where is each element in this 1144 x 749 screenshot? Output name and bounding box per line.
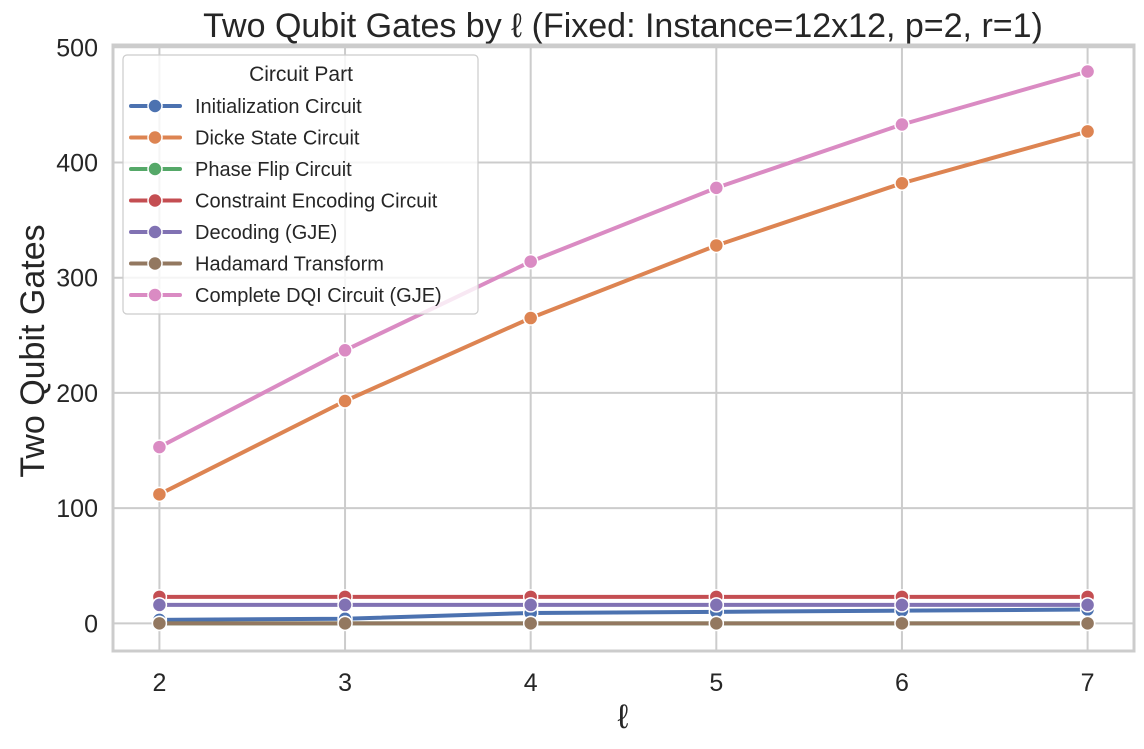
series-7 bbox=[151, 63, 1096, 455]
x-tick-label: 6 bbox=[895, 669, 909, 697]
series-layer bbox=[151, 63, 1096, 632]
legend-marker bbox=[147, 192, 163, 209]
y-tick-label: 0 bbox=[84, 610, 98, 638]
y-tick-label: 300 bbox=[56, 265, 98, 293]
data-point bbox=[151, 439, 168, 455]
legend-label: Dicke State Circuit bbox=[195, 128, 360, 150]
legend-label: Initialization Circuit bbox=[195, 96, 362, 118]
data-point bbox=[337, 393, 353, 409]
legend-label: Constraint Encoding Circuit bbox=[195, 191, 438, 213]
series-4 bbox=[151, 589, 1096, 605]
legend-label: Decoding (GJE) bbox=[195, 222, 337, 244]
series-line bbox=[157, 607, 1090, 622]
data-point bbox=[522, 310, 539, 326]
series-6 bbox=[151, 615, 1096, 632]
data-point bbox=[708, 615, 725, 632]
legend-item: Decoding (GJE) bbox=[129, 222, 337, 244]
legend-frame bbox=[122, 54, 479, 315]
data-point bbox=[1079, 123, 1096, 140]
legend-marker bbox=[147, 161, 163, 177]
legend-item: Dicke State Circuit bbox=[129, 128, 360, 150]
legend-items: Initialization Circuit Dicke State Circui… bbox=[129, 96, 442, 307]
x-tick-label: 4 bbox=[524, 669, 538, 697]
y-axis-label: Two Qubit Gates bbox=[14, 224, 52, 477]
legend-marker bbox=[147, 224, 163, 240]
plot-frame bbox=[111, 43, 1136, 653]
x-axis-label: ℓ bbox=[618, 698, 629, 736]
data-point bbox=[522, 253, 539, 270]
series-5 bbox=[151, 597, 1096, 613]
series-2 bbox=[151, 123, 1096, 503]
data-point bbox=[1079, 63, 1096, 80]
data-point bbox=[894, 175, 910, 192]
legend-marker bbox=[147, 255, 163, 272]
data-point bbox=[337, 615, 353, 632]
data-point bbox=[151, 486, 168, 503]
x-tick-label: 3 bbox=[338, 669, 352, 697]
data-point bbox=[894, 116, 910, 133]
x-tick-label: 7 bbox=[1081, 669, 1095, 697]
legend-item: Phase Flip Circuit bbox=[129, 159, 352, 181]
legend-item: Initialization Circuit bbox=[129, 96, 362, 118]
data-point bbox=[708, 237, 725, 254]
data-point bbox=[337, 597, 353, 613]
series-line bbox=[157, 69, 1090, 450]
x-tick-label: 2 bbox=[152, 669, 166, 697]
data-point bbox=[708, 180, 725, 196]
legend-marker bbox=[147, 98, 163, 114]
data-point bbox=[1079, 597, 1096, 613]
legend-marker bbox=[147, 287, 163, 303]
data-point bbox=[894, 597, 910, 613]
y-tick-label: 200 bbox=[56, 380, 98, 408]
legend-marker bbox=[147, 129, 163, 146]
data-point bbox=[708, 597, 725, 613]
legend-label: Phase Flip Circuit bbox=[195, 159, 352, 181]
legend-item: Constraint Encoding Circuit bbox=[129, 191, 438, 213]
series-line bbox=[157, 129, 1090, 497]
y-tick-label: 400 bbox=[56, 150, 98, 178]
data-point bbox=[337, 342, 353, 359]
legend-item: Complete DQI Circuit (GJE) bbox=[129, 285, 442, 307]
axes-layer: 2 3 4 5 6 7 0 100 200 300 400 500 bbox=[56, 34, 1136, 697]
data-point bbox=[522, 615, 539, 632]
y-tick-label: 500 bbox=[56, 34, 98, 62]
x-tick-label: 5 bbox=[709, 669, 723, 697]
data-point bbox=[1079, 615, 1096, 632]
chart-title: Two Qubit Gates by ℓ (Fixed: Instance=12… bbox=[203, 7, 1043, 45]
y-tick-label: 100 bbox=[56, 495, 98, 523]
legend-title: Circuit Part bbox=[249, 63, 353, 86]
data-point bbox=[522, 597, 539, 613]
legend-label: Hadamard Transform bbox=[195, 254, 384, 276]
data-point bbox=[151, 597, 168, 613]
data-point bbox=[151, 615, 168, 632]
legend-label: Complete DQI Circuit (GJE) bbox=[195, 285, 442, 307]
legend: Circuit Part Initialization Circuit Dicke… bbox=[122, 54, 479, 315]
data-point bbox=[894, 615, 910, 632]
legend-item: Hadamard Transform bbox=[129, 254, 384, 276]
